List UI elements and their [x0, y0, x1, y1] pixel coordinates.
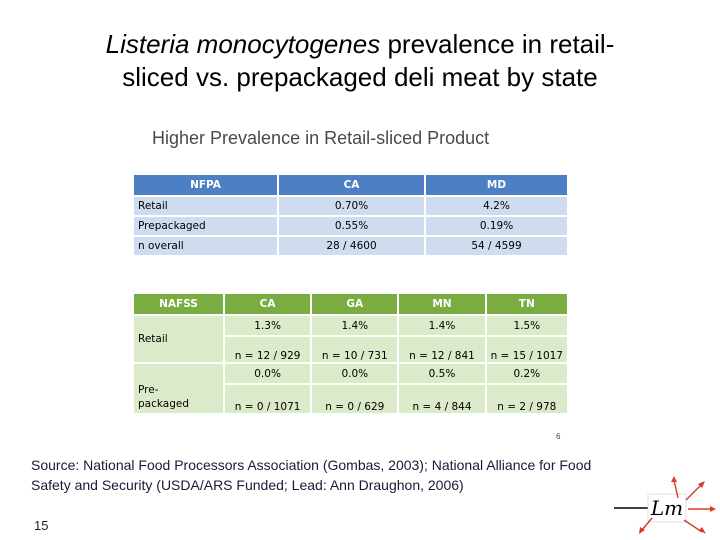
slide-title: Listeria monocytogenes prevalence in ret…	[0, 28, 720, 94]
table-cell: n = 2 / 978	[486, 385, 567, 413]
arrowhead-icon	[699, 527, 706, 534]
table-header: MD	[426, 175, 567, 195]
table-row: Pre-packaged 0.0% 0.0% 0.5% 0.2%	[134, 364, 567, 413]
table-row: n = 0 / 1071 n = 0 / 629 n = 4 / 844 n =…	[134, 385, 567, 413]
table-cell: 0.0%	[225, 364, 311, 383]
table-header: CA	[279, 175, 424, 195]
arrowhead-icon	[639, 527, 645, 534]
source-citation: Source: National Food Processors Associa…	[31, 457, 592, 493]
table-row: Retail 1.3% 1.4% 1.4% 1.5%	[134, 316, 567, 362]
arrowhead-icon	[710, 506, 716, 512]
table-cell: 1.5%	[486, 316, 567, 335]
table-cell: 0.55%	[279, 217, 424, 235]
table-row: n overall 28 / 4600 54 / 4599	[134, 237, 567, 255]
table-header: TN	[486, 294, 567, 314]
table-header: CA	[225, 294, 311, 314]
row-label: n overall	[134, 237, 277, 255]
nfpa-header-row: NFPA CA MD	[134, 175, 567, 195]
table-cell: 1.3%	[225, 316, 311, 335]
logo-text: Lm	[650, 496, 683, 520]
slide-number: 15	[34, 518, 49, 533]
page-mark: 6	[556, 432, 561, 441]
table-header: MN	[399, 294, 485, 314]
arrowhead-icon	[671, 476, 677, 482]
row-label: Retail	[134, 197, 277, 215]
table-cell: 0.19%	[426, 217, 567, 235]
nafss-table: NAFSS CA GA MN TN Retail 1.3% 1.4% 1.4% …	[132, 292, 569, 415]
slide-title-line-2: sliced vs. prepackaged deli meat by stat…	[122, 62, 598, 92]
row-label-line: packaged	[138, 398, 189, 410]
table-cell: 1.4%	[399, 316, 485, 335]
row-label-line: Pre-	[138, 384, 159, 396]
logo-box	[647, 493, 687, 523]
table-cell: 0.70%	[279, 197, 424, 215]
arrow-down-left-icon	[641, 517, 653, 531]
logo-arrows	[639, 476, 716, 534]
arrowhead-icon	[698, 481, 705, 488]
arrow-up-icon	[673, 479, 679, 499]
row-label: Retail	[134, 316, 223, 362]
table-cell: 0.5%	[399, 364, 485, 383]
table-cell: 54 / 4599	[426, 237, 567, 255]
table-header: NFPA	[134, 175, 277, 195]
row-label: Prepackaged	[134, 217, 277, 235]
table-cell: 0.0%	[312, 364, 398, 383]
row-label: Pre-packaged	[134, 364, 223, 413]
table-row: Retail 0.70% 4.2%	[134, 197, 567, 215]
lm-logo: Lm	[614, 476, 716, 534]
table-cell: n = 4 / 844	[399, 385, 485, 413]
table-row: Prepackaged 0.55% 0.19%	[134, 217, 567, 235]
table-header: NAFSS	[134, 294, 223, 314]
nfpa-table: NFPA CA MD Retail 0.70% 4.2% Prepackaged…	[132, 173, 569, 257]
table-cell: 0.2%	[486, 364, 567, 383]
table-cell: 28 / 4600	[279, 237, 424, 255]
table-cell: n = 10 / 731	[312, 337, 398, 362]
table-cell: n = 12 / 929	[225, 337, 311, 362]
table-subtitle: Higher Prevalence in Retail-sliced Produ…	[152, 128, 490, 148]
table-cell: 4.2%	[426, 197, 567, 215]
table-cell: 1.4%	[312, 316, 398, 335]
nafss-header-row: NAFSS CA GA MN TN	[134, 294, 567, 314]
arrow-down-right-icon	[683, 519, 703, 533]
title-rest: prevalence in retail-	[380, 29, 615, 59]
table-cell: n = 15 / 1017	[486, 337, 567, 362]
slide-title-line-1: Listeria monocytogenes prevalence in ret…	[0, 28, 720, 61]
arrow-up-right-icon	[685, 483, 703, 501]
table-header: GA	[312, 294, 398, 314]
table-cell: n = 12 / 841	[399, 337, 485, 362]
title-species: Listeria monocytogenes	[105, 29, 381, 59]
table-cell: n = 0 / 629	[312, 385, 398, 413]
table-cell: n = 0 / 1071	[225, 385, 311, 413]
table-row: n = 12 / 929 n = 10 / 731 n = 12 / 841 n…	[134, 337, 567, 362]
